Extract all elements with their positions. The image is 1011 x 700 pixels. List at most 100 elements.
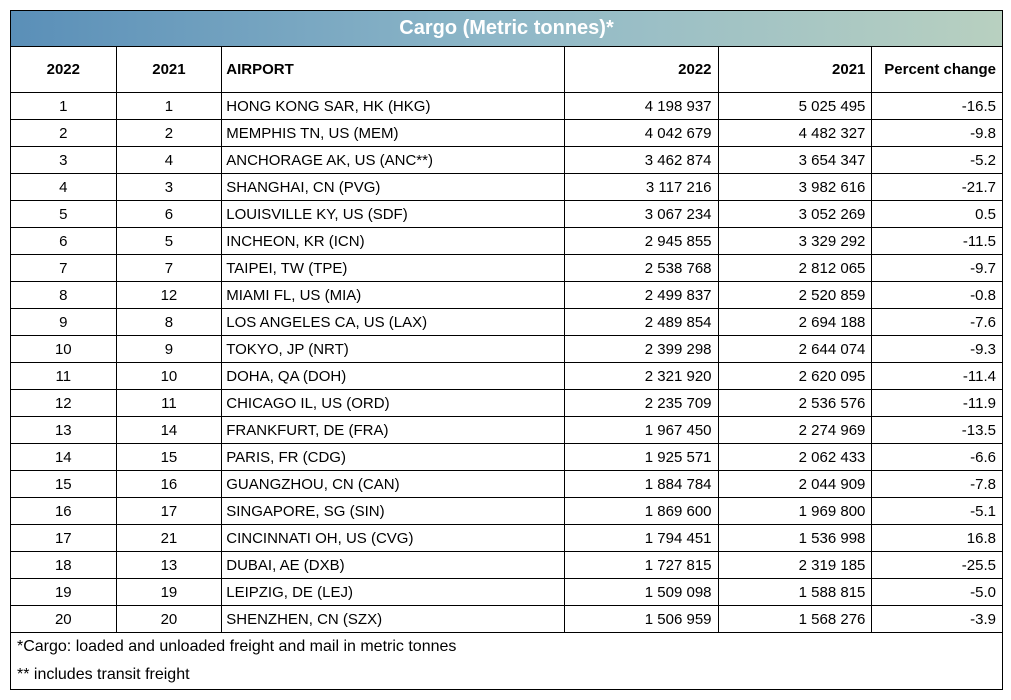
percent-change-cell: 0.5	[872, 201, 1002, 228]
rank-2022-cell: 5	[11, 201, 116, 228]
value-2022-cell: 1 506 959	[564, 606, 718, 633]
rank-2022-cell: 8	[11, 282, 116, 309]
table-row: 1721CINCINNATI OH, US (CVG)1 794 4511 53…	[11, 525, 1002, 552]
airport-cell: GUANGZHOU, CN (CAN)	[222, 471, 564, 498]
airport-cell: CHICAGO IL, US (ORD)	[222, 390, 564, 417]
rank-2021-cell: 7	[116, 255, 222, 282]
value-2021-cell: 1 536 998	[718, 525, 872, 552]
airport-cell: LOUISVILLE KY, US (SDF)	[222, 201, 564, 228]
rank-2021-cell: 14	[116, 417, 222, 444]
cargo-table: 2022 2021 AIRPORT 2022 2021 Percent chan…	[11, 47, 1002, 689]
percent-change-cell: -5.2	[872, 147, 1002, 174]
value-2022-cell: 3 117 216	[564, 174, 718, 201]
value-2021-cell: 4 482 327	[718, 120, 872, 147]
value-2021-cell: 2 644 074	[718, 336, 872, 363]
col-airport: AIRPORT	[222, 47, 564, 93]
airport-cell: INCHEON, KR (ICN)	[222, 228, 564, 255]
percent-change-cell: -3.9	[872, 606, 1002, 633]
rank-2021-cell: 21	[116, 525, 222, 552]
table-row: 2020SHENZHEN, CN (SZX)1 506 9591 568 276…	[11, 606, 1002, 633]
table-row: 22MEMPHIS TN, US (MEM)4 042 6794 482 327…	[11, 120, 1002, 147]
rank-2021-cell: 4	[116, 147, 222, 174]
rank-2022-cell: 12	[11, 390, 116, 417]
percent-change-cell: -25.5	[872, 552, 1002, 579]
rank-2022-cell: 18	[11, 552, 116, 579]
airport-cell: TOKYO, JP (NRT)	[222, 336, 564, 363]
rank-2021-cell: 13	[116, 552, 222, 579]
rank-2022-cell: 11	[11, 363, 116, 390]
value-2022-cell: 2 321 920	[564, 363, 718, 390]
value-2021-cell: 3 052 269	[718, 201, 872, 228]
value-2022-cell: 1 794 451	[564, 525, 718, 552]
rank-2021-cell: 8	[116, 309, 222, 336]
table-row: 98LOS ANGELES CA, US (LAX)2 489 8542 694…	[11, 309, 1002, 336]
airport-cell: HONG KONG SAR, HK (HKG)	[222, 93, 564, 120]
rank-2022-cell: 15	[11, 471, 116, 498]
percent-change-cell: -13.5	[872, 417, 1002, 444]
value-2021-cell: 1 969 800	[718, 498, 872, 525]
value-2022-cell: 4 042 679	[564, 120, 718, 147]
percent-change-cell: -0.8	[872, 282, 1002, 309]
value-2021-cell: 2 536 576	[718, 390, 872, 417]
table-row: 1211CHICAGO IL, US (ORD)2 235 7092 536 5…	[11, 390, 1002, 417]
value-2022-cell: 4 198 937	[564, 93, 718, 120]
rank-2022-cell: 2	[11, 120, 116, 147]
value-2022-cell: 2 499 837	[564, 282, 718, 309]
value-2022-cell: 2 538 768	[564, 255, 718, 282]
airport-cell: FRANKFURT, DE (FRA)	[222, 417, 564, 444]
percent-change-cell: 16.8	[872, 525, 1002, 552]
footnote-row: ** includes transit freight	[11, 661, 1002, 689]
value-2021-cell: 5 025 495	[718, 93, 872, 120]
table-row: 1617SINGAPORE, SG (SIN)1 869 6001 969 80…	[11, 498, 1002, 525]
rank-2021-cell: 15	[116, 444, 222, 471]
percent-change-cell: -21.7	[872, 174, 1002, 201]
rank-2021-cell: 16	[116, 471, 222, 498]
value-2021-cell: 3 982 616	[718, 174, 872, 201]
airport-cell: MEMPHIS TN, US (MEM)	[222, 120, 564, 147]
percent-change-cell: -5.0	[872, 579, 1002, 606]
rank-2021-cell: 3	[116, 174, 222, 201]
percent-change-cell: -7.8	[872, 471, 1002, 498]
value-2021-cell: 2 520 859	[718, 282, 872, 309]
table-row: 1415PARIS, FR (CDG)1 925 5712 062 433-6.…	[11, 444, 1002, 471]
col-percent-change: Percent change	[872, 47, 1002, 93]
col-value-2022: 2022	[564, 47, 718, 93]
rank-2021-cell: 2	[116, 120, 222, 147]
value-2022-cell: 2 489 854	[564, 309, 718, 336]
header-row: 2022 2021 AIRPORT 2022 2021 Percent chan…	[11, 47, 1002, 93]
cargo-table-container: Cargo (Metric tonnes)* 2022 2021 AIRPORT…	[10, 10, 1003, 690]
table-row: 34ANCHORAGE AK, US (ANC**)3 462 8743 654…	[11, 147, 1002, 174]
percent-change-cell: -7.6	[872, 309, 1002, 336]
rank-2022-cell: 16	[11, 498, 116, 525]
rank-2022-cell: 6	[11, 228, 116, 255]
value-2021-cell: 2 694 188	[718, 309, 872, 336]
value-2021-cell: 1 568 276	[718, 606, 872, 633]
col-value-2021: 2021	[718, 47, 872, 93]
airport-cell: PARIS, FR (CDG)	[222, 444, 564, 471]
footnote-text: ** includes transit freight	[11, 661, 1002, 689]
table-row: 1314FRANKFURT, DE (FRA)1 967 4502 274 96…	[11, 417, 1002, 444]
value-2022-cell: 1 967 450	[564, 417, 718, 444]
rank-2022-cell: 9	[11, 309, 116, 336]
value-2021-cell: 2 062 433	[718, 444, 872, 471]
airport-cell: SINGAPORE, SG (SIN)	[222, 498, 564, 525]
rank-2021-cell: 10	[116, 363, 222, 390]
airport-cell: LOS ANGELES CA, US (LAX)	[222, 309, 564, 336]
airport-cell: SHANGHAI, CN (PVG)	[222, 174, 564, 201]
table-row: 1919LEIPZIG, DE (LEJ)1 509 0981 588 815-…	[11, 579, 1002, 606]
footnote-text: *Cargo: loaded and unloaded freight and …	[11, 633, 1002, 662]
percent-change-cell: -11.9	[872, 390, 1002, 417]
rank-2021-cell: 17	[116, 498, 222, 525]
value-2022-cell: 1 509 098	[564, 579, 718, 606]
value-2021-cell: 2 620 095	[718, 363, 872, 390]
rank-2022-cell: 4	[11, 174, 116, 201]
percent-change-cell: -9.8	[872, 120, 1002, 147]
rank-2022-cell: 14	[11, 444, 116, 471]
table-row: 56LOUISVILLE KY, US (SDF)3 067 2343 052 …	[11, 201, 1002, 228]
table-row: 11HONG KONG SAR, HK (HKG)4 198 9375 025 …	[11, 93, 1002, 120]
airport-cell: SHENZHEN, CN (SZX)	[222, 606, 564, 633]
col-rank-2021: 2021	[116, 47, 222, 93]
rank-2022-cell: 1	[11, 93, 116, 120]
table-row: 1813DUBAI, AE (DXB)1 727 8152 319 185-25…	[11, 552, 1002, 579]
value-2022-cell: 1 869 600	[564, 498, 718, 525]
